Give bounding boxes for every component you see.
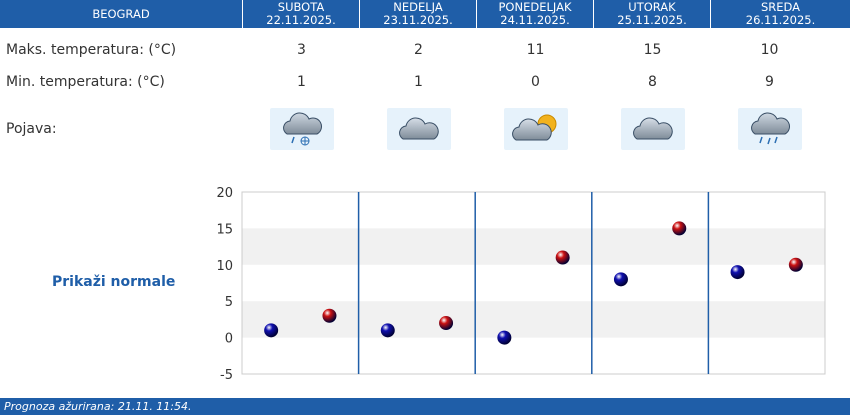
y-tick-label: 20 xyxy=(216,186,233,201)
day-header-3: PONEDELJAK 24.11.2025. xyxy=(477,0,594,28)
max-temp-value: 10 xyxy=(760,42,779,58)
max-temp-value: 2 xyxy=(414,42,423,58)
day-date: 22.11.2025. xyxy=(266,13,336,27)
min-temperature-label: Min. temperatura: (°C) xyxy=(6,74,165,90)
min-temp-point[interactable] xyxy=(613,272,628,287)
max-temp-point[interactable] xyxy=(672,221,687,236)
y-tick-label: 10 xyxy=(216,259,233,274)
cloud-snow-icon xyxy=(269,108,334,150)
max-temperature-label: Maks. temperatura: (°C) xyxy=(6,42,177,58)
cloud-icon xyxy=(620,108,685,150)
cloud-rain-icon xyxy=(737,108,802,150)
y-tick-label: -5 xyxy=(220,368,233,381)
day-header-2: NEDELJA 23.11.2025. xyxy=(360,0,477,28)
min-temp-value: 0 xyxy=(531,74,540,90)
day-header-4: UTORAK 25.11.2025. xyxy=(594,0,711,28)
max-temp-point[interactable] xyxy=(439,316,454,331)
max-temp-value: 3 xyxy=(297,42,306,58)
day-date: 24.11.2025. xyxy=(500,13,570,27)
day-date: 25.11.2025. xyxy=(617,13,687,27)
max-temp-value: 15 xyxy=(643,42,662,58)
cloud-sun-icon xyxy=(503,108,568,150)
min-temp-value: 9 xyxy=(765,74,774,90)
min-temp-value: 8 xyxy=(648,74,657,90)
min-temp-point[interactable] xyxy=(730,265,745,280)
day-header-1: SUBOTA 22.11.2025. xyxy=(243,0,360,28)
y-tick-label: 5 xyxy=(225,295,233,310)
min-temp-value: 1 xyxy=(297,74,306,90)
min-temp-point[interactable] xyxy=(264,323,279,338)
grid-band xyxy=(242,301,825,338)
y-tick-label: 15 xyxy=(216,222,233,237)
max-temp-point[interactable] xyxy=(322,308,337,323)
min-temp-point[interactable] xyxy=(497,330,512,345)
day-name: SREDA xyxy=(760,0,801,14)
max-temp-value: 11 xyxy=(526,42,545,58)
phenomenon-row: Pojava: xyxy=(0,106,850,152)
plot-border xyxy=(241,191,826,375)
max-temperature-row: Maks. temperatura: (°C) 3 2 11 15 10 xyxy=(0,37,850,63)
min-temperature-row: Min. temperatura: (°C) 1 1 0 8 9 xyxy=(0,69,850,95)
show-normals-link[interactable]: Prikaži normale xyxy=(52,274,176,290)
min-temp-point[interactable] xyxy=(380,323,395,338)
day-name: UTORAK xyxy=(628,0,676,14)
day-name: SUBOTA xyxy=(277,0,325,14)
max-temp-point[interactable] xyxy=(555,250,570,265)
temperature-chart: 20 15 10 5 0 -5 xyxy=(216,186,826,381)
day-date: 26.11.2025. xyxy=(745,13,816,27)
min-temp-value: 1 xyxy=(414,74,423,90)
day-date: 23.11.2025. xyxy=(383,13,453,27)
forecast-updated-footer: Prognoza ažurirana: 21.11. 11:54. xyxy=(0,398,850,415)
y-tick-label: 0 xyxy=(225,332,233,347)
day-name: NEDELJA xyxy=(393,0,443,14)
day-name: PONEDELJAK xyxy=(498,0,572,14)
city-name: BEOGRAD xyxy=(0,0,243,28)
max-temp-point[interactable] xyxy=(788,257,803,272)
cloud-icon xyxy=(386,108,451,150)
forecast-header: BEOGRAD SUBOTA 22.11.2025. NEDELJA 23.11… xyxy=(0,0,850,28)
grid-band xyxy=(242,228,825,265)
day-header-5: SREDA 26.11.2025. xyxy=(711,0,850,28)
phenomenon-label: Pojava: xyxy=(6,121,57,137)
